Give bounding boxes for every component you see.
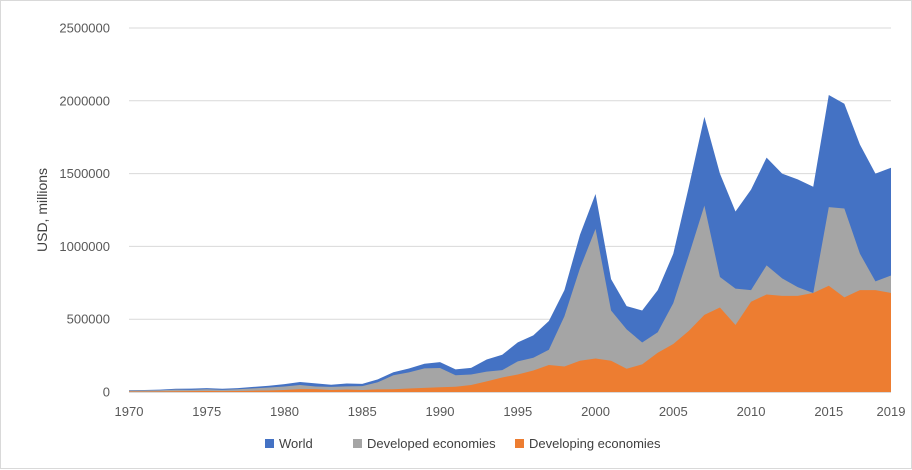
y-axis-label: USD, millions [34, 168, 50, 252]
legend-swatch [515, 439, 524, 448]
y-tick-label: 2000000 [59, 93, 110, 108]
x-tick-label: 1970 [115, 404, 144, 419]
x-tick-label: 1990 [426, 404, 455, 419]
x-tick-label: 1980 [270, 404, 299, 419]
y-tick-label: 1000000 [59, 239, 110, 254]
legend-label: Developed economies [367, 436, 496, 451]
y-tick-label: 500000 [67, 312, 110, 327]
legend-swatch [265, 439, 274, 448]
legend-swatch [353, 439, 362, 448]
x-tick-label: 2015 [814, 404, 843, 419]
y-tick-label: 1500000 [59, 166, 110, 181]
legend-label: Developing economies [529, 436, 661, 451]
x-tick-label: 1985 [348, 404, 377, 419]
legend: World Developed economies Developing econo… [265, 436, 661, 451]
x-tick-label: 1995 [503, 404, 532, 419]
x-tick-label: 2019 [877, 404, 906, 419]
x-axis-ticks: 1970 1975 1980 1985 1990 1995 2000 2005 2010 2015… [115, 404, 906, 419]
y-axis-ticks: 0 500000 1000000 1500000 2000000 2500000 [59, 21, 110, 400]
x-tick-label: 2010 [737, 404, 766, 419]
y-tick-label: 2500000 [59, 21, 110, 36]
series-areas [129, 94, 891, 392]
x-tick-label: 2005 [659, 404, 688, 419]
y-tick-label: 0 [103, 385, 110, 400]
x-tick-label: 1975 [192, 404, 221, 419]
legend-label: World [279, 436, 313, 451]
area-developing-economies [129, 285, 891, 392]
x-tick-label: 2000 [581, 404, 610, 419]
